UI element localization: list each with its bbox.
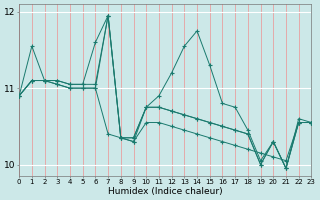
X-axis label: Humidex (Indice chaleur): Humidex (Indice chaleur) bbox=[108, 187, 223, 196]
